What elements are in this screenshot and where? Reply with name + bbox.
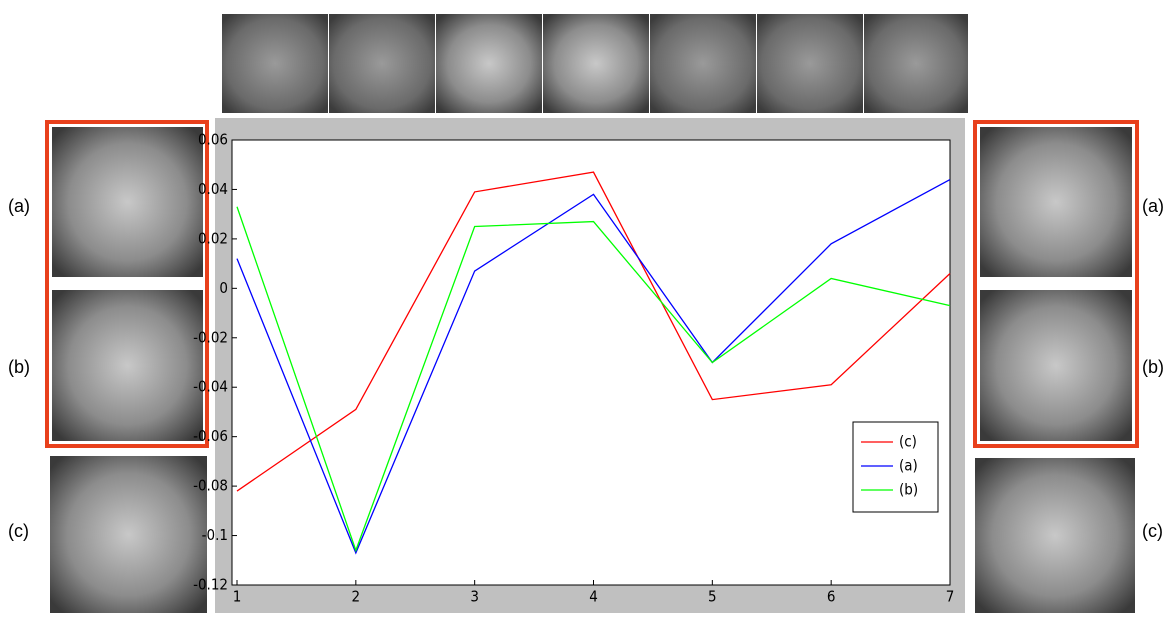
x-tick-label: 2 (352, 588, 361, 606)
y-tick-label: -0.1 (202, 526, 228, 544)
legend-box (852, 421, 939, 513)
y-tick-label: 0.02 (198, 229, 228, 247)
legend-label: (c) (899, 433, 917, 451)
x-tick-label: 4 (589, 588, 598, 606)
x-tick-label: 3 (470, 588, 479, 606)
left-label: (b) (8, 357, 30, 377)
eigenface-strip (222, 14, 968, 113)
left-label: (a) (8, 196, 30, 216)
series-line (236, 171, 951, 492)
right-label: (b) (1142, 357, 1164, 377)
y-tick-label: 0.06 (198, 131, 228, 149)
right-faces (973, 120, 1139, 613)
right-label: (c) (1142, 521, 1163, 541)
y-tick-label: 0 (219, 279, 228, 297)
x-tick-label: 5 (708, 588, 717, 606)
right-label: (a) (1142, 196, 1164, 216)
y-tick-label: -0.08 (193, 477, 228, 495)
y-tick-label: -0.06 (193, 427, 228, 445)
x-tick-label: 1 (233, 588, 242, 606)
y-tick-label: -0.02 (193, 328, 228, 346)
left-faces (45, 120, 209, 613)
left-label: (c) (8, 521, 29, 541)
plot-area (231, 139, 951, 586)
series-line (236, 178, 951, 555)
x-tick-label: 7 (946, 588, 955, 606)
legend-label: (b) (899, 481, 918, 499)
series-line (236, 206, 951, 553)
y-tick-label: -0.12 (193, 576, 228, 594)
legend: (c) (a) (b) (852, 421, 939, 513)
x-tick-label: 6 (827, 588, 836, 606)
y-tick-label: 0.04 (198, 180, 228, 198)
legend-label: (a) (899, 457, 918, 475)
y-tick-label: -0.04 (193, 378, 228, 396)
